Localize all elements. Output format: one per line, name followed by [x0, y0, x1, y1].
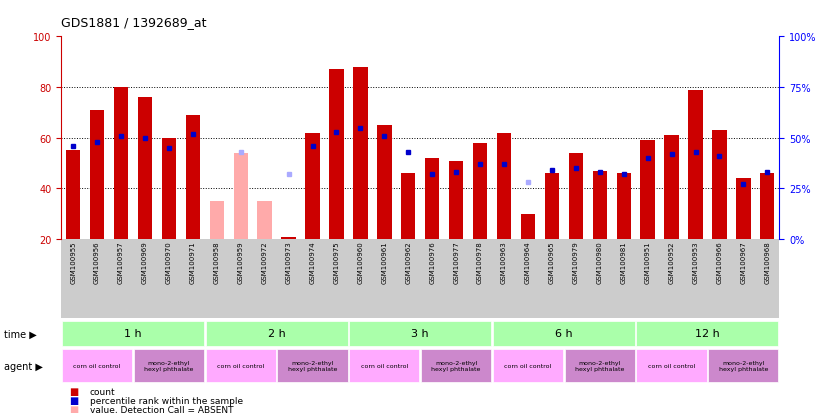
Bar	[569, 154, 583, 240]
Text: percentile rank within the sample: percentile rank within the sample	[90, 396, 243, 405]
Bar	[377, 126, 392, 240]
Bar	[114, 88, 128, 240]
Text: 12 h: 12 h	[695, 328, 720, 339]
Text: time ▶: time ▶	[4, 328, 37, 339]
Text: corn oil control: corn oil control	[504, 363, 552, 368]
Text: 2 h: 2 h	[268, 328, 286, 339]
Text: ■: ■	[69, 395, 78, 405]
Bar	[66, 151, 80, 240]
Bar	[545, 174, 559, 240]
Bar	[90, 111, 104, 240]
Text: corn oil control: corn oil control	[217, 363, 264, 368]
Bar	[186, 116, 200, 240]
Bar	[233, 154, 248, 240]
Bar	[761, 174, 774, 240]
Text: mono-2-ethyl
hexyl phthalate: mono-2-ethyl hexyl phthalate	[719, 360, 768, 371]
Bar	[497, 133, 511, 240]
Bar	[258, 202, 272, 240]
Text: GDS1881 / 1392689_at: GDS1881 / 1392689_at	[61, 16, 206, 29]
Text: mono-2-ethyl
hexyl phthalate: mono-2-ethyl hexyl phthalate	[288, 360, 337, 371]
Bar	[138, 98, 152, 240]
Bar	[641, 141, 654, 240]
Text: 1 h: 1 h	[124, 328, 142, 339]
Text: corn oil control: corn oil control	[648, 363, 695, 368]
Text: ■: ■	[69, 386, 78, 396]
Bar	[664, 136, 679, 240]
Bar	[401, 174, 415, 240]
Text: ■: ■	[69, 404, 78, 413]
Text: 6 h: 6 h	[555, 328, 573, 339]
Text: value, Detection Call = ABSENT: value, Detection Call = ABSENT	[90, 405, 233, 413]
Bar	[592, 171, 607, 240]
Bar	[689, 90, 703, 240]
Text: 3 h: 3 h	[411, 328, 429, 339]
Bar	[425, 159, 439, 240]
Bar	[521, 214, 535, 240]
Bar	[353, 67, 367, 240]
Text: mono-2-ethyl
hexyl phthalate: mono-2-ethyl hexyl phthalate	[432, 360, 481, 371]
Text: corn oil control: corn oil control	[73, 363, 121, 368]
Text: mono-2-ethyl
hexyl phthalate: mono-2-ethyl hexyl phthalate	[144, 360, 193, 371]
Text: corn oil control: corn oil control	[361, 363, 408, 368]
Bar	[473, 143, 487, 240]
Bar	[162, 138, 176, 240]
Bar	[617, 174, 631, 240]
Bar	[736, 179, 751, 240]
Bar	[449, 161, 463, 240]
Bar	[330, 70, 344, 240]
Bar	[282, 237, 295, 240]
Text: count: count	[90, 387, 115, 396]
Bar	[210, 202, 224, 240]
Bar	[305, 133, 320, 240]
Bar	[712, 131, 726, 240]
Text: mono-2-ethyl
hexyl phthalate: mono-2-ethyl hexyl phthalate	[575, 360, 624, 371]
Text: agent ▶: agent ▶	[4, 361, 43, 371]
